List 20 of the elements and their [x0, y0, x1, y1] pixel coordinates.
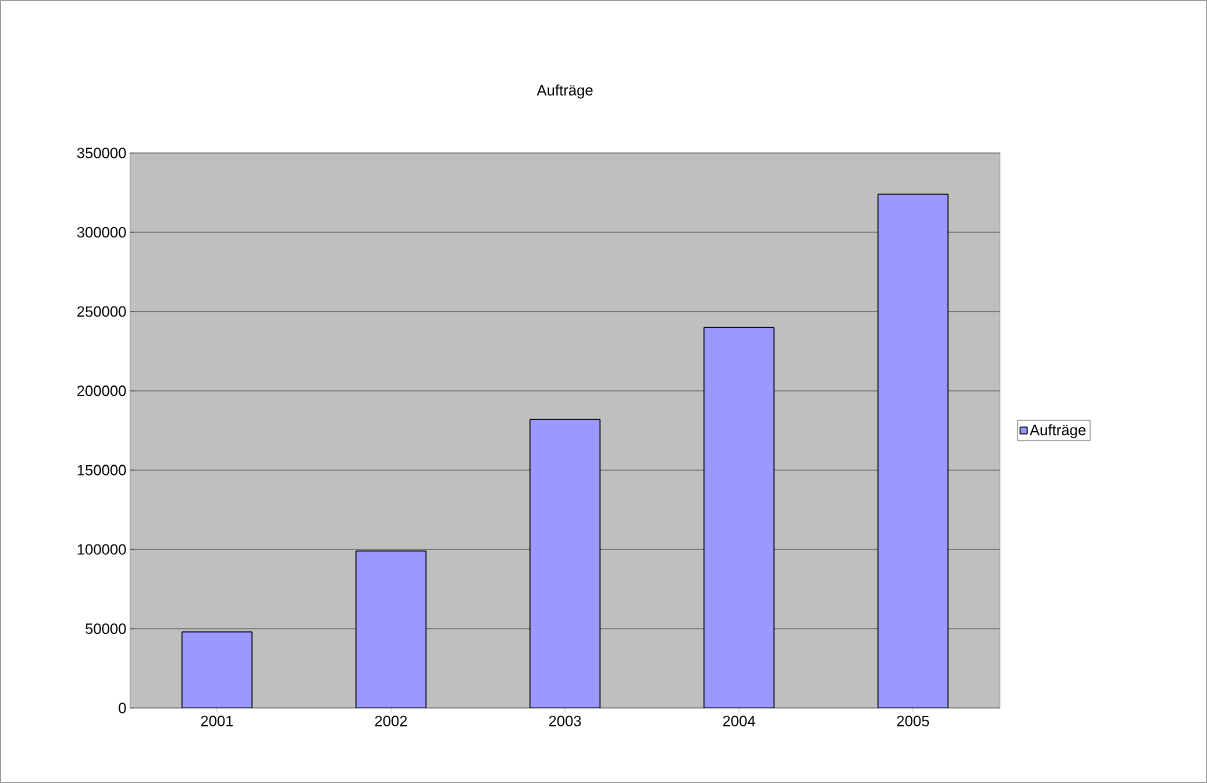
bar — [355, 550, 427, 708]
x-tick-label: 2005 — [897, 715, 929, 727]
x-tick-label: 2004 — [723, 715, 756, 727]
y-tick-label: 100000 — [77, 544, 126, 555]
y-tick-label: 300000 — [77, 226, 126, 238]
bar — [877, 193, 949, 708]
bar — [181, 631, 253, 708]
y-tick-label: 350000 — [77, 147, 126, 159]
chart-title: Aufträge — [536, 84, 593, 99]
y-tick-label: 0 — [118, 702, 126, 714]
legend-label: Aufträge — [1029, 424, 1086, 439]
y-tick-label: 150000 — [77, 464, 126, 476]
x-tick-label: 2003 — [549, 715, 581, 727]
bar — [703, 326, 775, 708]
y-tick-label: 200000 — [77, 385, 126, 397]
x-tick-label: 2001 — [201, 715, 233, 727]
y-tick-label: 50000 — [85, 623, 126, 634]
bar — [529, 418, 601, 708]
x-tick-label: 2002 — [375, 715, 407, 727]
y-tick-label: 250000 — [77, 306, 126, 317]
